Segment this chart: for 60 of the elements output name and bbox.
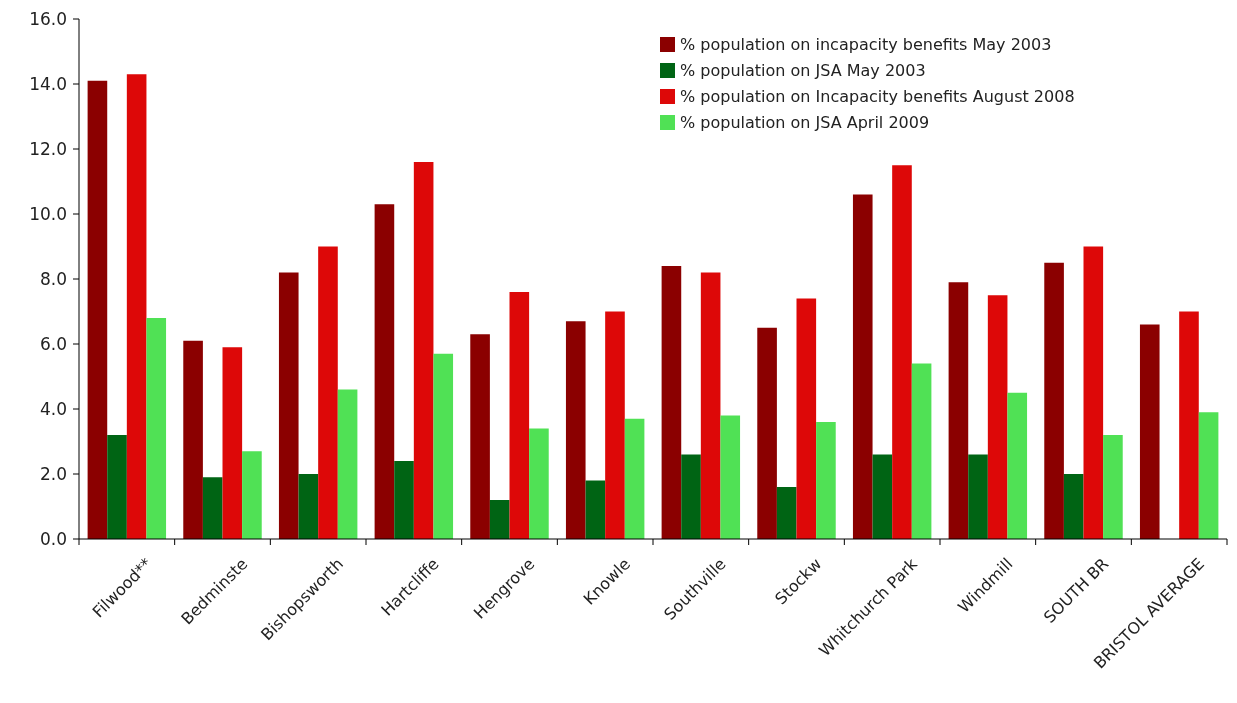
bar: [1103, 435, 1123, 539]
bar: [222, 347, 243, 539]
bar: [968, 454, 988, 539]
bar: [948, 282, 969, 539]
bar: [585, 480, 606, 539]
y-tick-label: 8.0: [39, 268, 67, 289]
bar: [892, 165, 912, 539]
y-tick-label: 12.0: [29, 138, 67, 159]
bar: [107, 435, 127, 539]
bar: [565, 321, 586, 539]
bar: [852, 194, 873, 539]
bar: [1083, 246, 1104, 539]
bar: [987, 295, 1008, 539]
bar: [872, 454, 893, 539]
bar: [126, 74, 147, 539]
bar: [1063, 474, 1084, 539]
bar: [529, 428, 549, 539]
y-tick-label: 6.0: [39, 333, 67, 354]
bar: [146, 318, 167, 539]
bar: [681, 454, 701, 539]
bar: [242, 451, 262, 539]
bar: [470, 334, 490, 539]
bar: [624, 418, 645, 539]
bar: [202, 477, 223, 539]
bar: [1139, 324, 1160, 539]
bar: [337, 389, 358, 539]
bar: [183, 340, 203, 539]
bar: [1179, 311, 1199, 539]
y-tick-label: 0.0: [39, 528, 67, 549]
y-tick-label: 14.0: [29, 73, 67, 94]
bar: [776, 487, 797, 539]
legend-label: % population on incapacity benefits May 2003: [680, 34, 1052, 54]
bar: [605, 311, 625, 539]
legend-label: % population on Incapacity benefits August 2008: [680, 86, 1075, 106]
y-tick-label: 4.0: [39, 398, 67, 419]
bar: [1198, 412, 1219, 539]
bar: [413, 162, 434, 539]
bar: [394, 461, 414, 539]
bar: [298, 474, 319, 539]
bar: [700, 272, 721, 539]
bar: [509, 292, 530, 539]
bar: [374, 204, 395, 539]
legend-label: % population on JSA April 2009: [680, 112, 930, 132]
bar: [661, 266, 682, 539]
y-tick-label: 2.0: [39, 463, 67, 484]
bar: [796, 298, 817, 539]
bar: [87, 80, 108, 539]
bar: [757, 327, 777, 539]
bar: [720, 415, 741, 539]
legend-label: % population on JSA May 2003: [680, 60, 926, 80]
y-tick-label: 10.0: [29, 203, 67, 224]
bar: [816, 422, 836, 539]
bar: [318, 246, 338, 539]
bar: [278, 272, 299, 539]
bar: [911, 363, 932, 539]
bar: [1007, 392, 1028, 539]
bar: [489, 500, 510, 539]
y-tick-label: 16.0: [29, 8, 67, 29]
bar: [1044, 262, 1064, 539]
bar: [433, 353, 454, 539]
